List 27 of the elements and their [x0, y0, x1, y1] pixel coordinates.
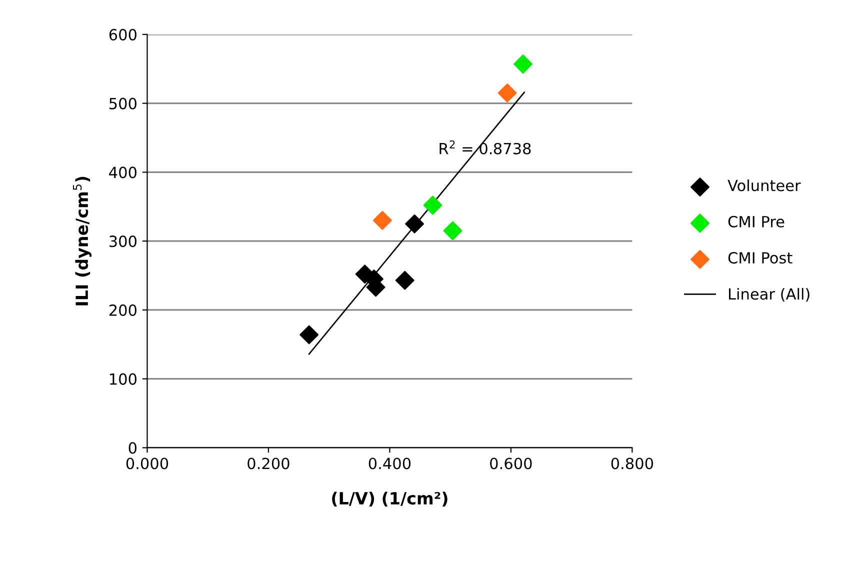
x-tick-label: 0.400 [368, 458, 411, 470]
point [405, 214, 424, 234]
point [514, 54, 533, 74]
legend-label: CMI Pre [728, 216, 784, 228]
y-tick-label: 500 [110, 98, 136, 110]
x-tick-label: 0.000 [126, 458, 168, 470]
point [395, 270, 414, 290]
point [443, 221, 462, 240]
point [498, 84, 517, 102]
x-axis-title: (L/V) (1/cm²) [332, 492, 448, 507]
legend-label: Volunteer [728, 179, 801, 192]
y-tick-label: 200 [109, 304, 136, 316]
y-tick-label: 400 [109, 166, 136, 178]
point [300, 325, 319, 344]
point [372, 210, 392, 230]
x-tick-label: 0.800 [611, 458, 654, 470]
y-tick-label: 100 [110, 373, 136, 385]
y-tick-label: 300 [110, 236, 136, 248]
x-tick-label: 0.600 [490, 458, 532, 470]
y-tick-label: 0 [128, 442, 136, 454]
annotation: R$^{2}$ = 0.8738 [440, 140, 531, 154]
x-tick-label: 0.200 [248, 458, 290, 470]
y-axis-title: ILI (dyne/cm$^{5}$) [73, 176, 92, 306]
point [423, 196, 442, 215]
legend-label: CMI Post [728, 252, 792, 264]
legend-label: Linear (All) [729, 288, 810, 302]
y-tick-label: 600 [109, 28, 136, 40]
